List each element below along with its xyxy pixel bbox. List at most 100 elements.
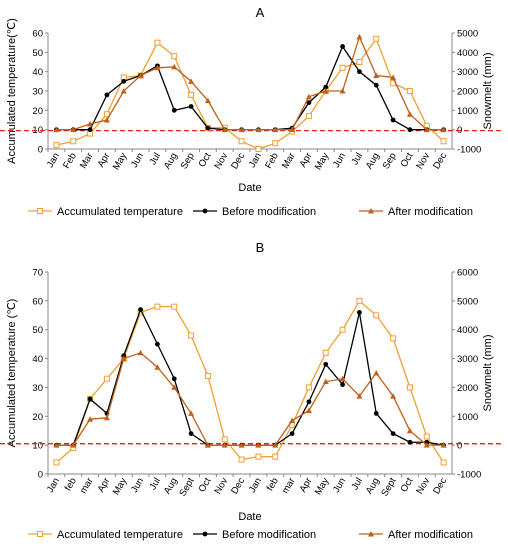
series-line	[56, 307, 444, 446]
series-line	[56, 35, 444, 131]
legend: Accumulated temperature Before modificati…	[28, 529, 473, 541]
data-point-triangle	[272, 442, 279, 448]
data-point-square	[221, 436, 228, 443]
x-tick-label: Jul	[147, 476, 163, 492]
y2-axis-label: Snowmelt (mm)	[482, 52, 494, 129]
y-tick-label: 40	[32, 67, 43, 78]
data-point-triangle	[423, 442, 430, 448]
data-point-triangle	[53, 126, 60, 133]
data-point-circle	[306, 399, 312, 405]
x-tick-label: Feb	[263, 151, 281, 171]
data-point-triangle	[154, 364, 161, 370]
data-point-triangle	[120, 355, 127, 362]
data-point-circle	[340, 44, 345, 49]
series-after-modification	[53, 349, 447, 448]
data-point-circle	[87, 396, 93, 402]
data-point-triangle	[171, 384, 178, 390]
legend-label: After modification	[388, 529, 473, 541]
series-before-modification	[54, 307, 446, 448]
y2-tick-label: 2000	[457, 87, 478, 98]
x-tick-label: mar	[78, 476, 96, 496]
data-point-triangle	[305, 407, 312, 414]
x-tick-label: Mar	[78, 151, 96, 171]
y-tick-label: 20	[32, 412, 43, 423]
data-point-triangle	[255, 442, 262, 448]
data-point-square	[171, 303, 178, 310]
x-tick-label: Mar	[280, 151, 298, 171]
data-point-triangle	[204, 97, 211, 104]
legend-marker	[37, 208, 43, 214]
data-point-triangle	[356, 393, 363, 399]
data-point-triangle	[390, 74, 397, 80]
data-point-circle	[357, 310, 362, 315]
x-tick-label: Dec	[229, 476, 247, 496]
data-point-circle	[104, 92, 110, 98]
data-point-square	[390, 335, 397, 342]
data-point-square	[154, 303, 161, 310]
series-line	[56, 352, 444, 446]
x-tick-label: Nov	[414, 476, 432, 496]
x-tick-label: Nov	[414, 151, 432, 171]
data-point-triangle	[406, 111, 413, 117]
data-point-square	[373, 312, 380, 319]
x-axis-label: Date	[238, 511, 261, 523]
x-tick-label: Jul	[349, 151, 365, 167]
series-line	[56, 37, 445, 150]
data-point-triangle	[373, 370, 380, 376]
x-tick-label: Jan	[247, 151, 264, 170]
data-point-square	[322, 349, 329, 356]
y-tick-label: 10	[32, 125, 43, 136]
data-point-triangle	[188, 78, 195, 84]
data-point-circle	[390, 117, 396, 123]
x-tick-label: Aug	[162, 151, 180, 171]
x-tick-label: Sep	[381, 151, 399, 171]
legend-label: After modification	[388, 206, 473, 218]
series-after-modification	[53, 33, 447, 133]
x-tick-label: Feb	[61, 151, 79, 171]
data-point-circle	[373, 82, 379, 88]
y-tick-label: 70	[32, 268, 43, 279]
data-point-circle	[323, 361, 329, 367]
x-tick-label: May	[313, 151, 332, 172]
data-point-square	[272, 453, 279, 460]
legend-label: Before modification	[222, 206, 316, 218]
x-tick-label: Jun	[331, 151, 348, 170]
x-tick-label: Jun	[129, 151, 146, 170]
data-point-triangle	[322, 378, 329, 385]
data-point-triangle	[171, 63, 178, 70]
data-point-circle	[138, 307, 143, 312]
chart-panel-A: A0102030405060-1000010002000300040005000…	[0, 5, 504, 218]
x-tick-label: May	[111, 476, 130, 497]
data-point-square	[154, 39, 161, 46]
data-point-square	[238, 138, 245, 145]
data-point-circle	[121, 78, 127, 84]
data-point-triangle	[322, 88, 329, 94]
y2-tick-label: 3000	[457, 354, 478, 365]
x-tick-label: Dec	[431, 151, 449, 171]
legend: Accumulated temperature Before modificati…	[28, 206, 473, 218]
data-point-square	[406, 88, 413, 94]
y2-axis-label: Snowmelt (mm)	[482, 334, 494, 411]
y2-tick-label: 4000	[457, 48, 478, 59]
data-point-triangle	[238, 442, 245, 448]
legend-label: Accumulated temperature	[57, 529, 183, 541]
data-point-square	[440, 138, 447, 145]
data-point-square	[339, 326, 346, 333]
y2-tick-label: 5000	[457, 29, 478, 40]
data-point-triangle	[70, 442, 77, 448]
y-tick-label: 30	[32, 87, 43, 98]
data-point-square	[103, 375, 110, 382]
y2-tick-label: 5000	[457, 296, 478, 307]
y2-tick-label: 6000	[457, 268, 478, 279]
y-tick-label: 50	[32, 48, 43, 59]
data-point-triangle	[339, 375, 346, 382]
y-tick-label: 10	[32, 441, 43, 452]
x-tick-label: Jun	[129, 476, 146, 495]
series-before-modification	[54, 44, 446, 133]
y2-tick-label: 3000	[457, 67, 478, 78]
data-point-square	[103, 111, 110, 118]
y-tick-label: 60	[32, 29, 43, 40]
x-tick-label: Oct	[399, 151, 416, 170]
data-point-triangle	[289, 126, 296, 133]
